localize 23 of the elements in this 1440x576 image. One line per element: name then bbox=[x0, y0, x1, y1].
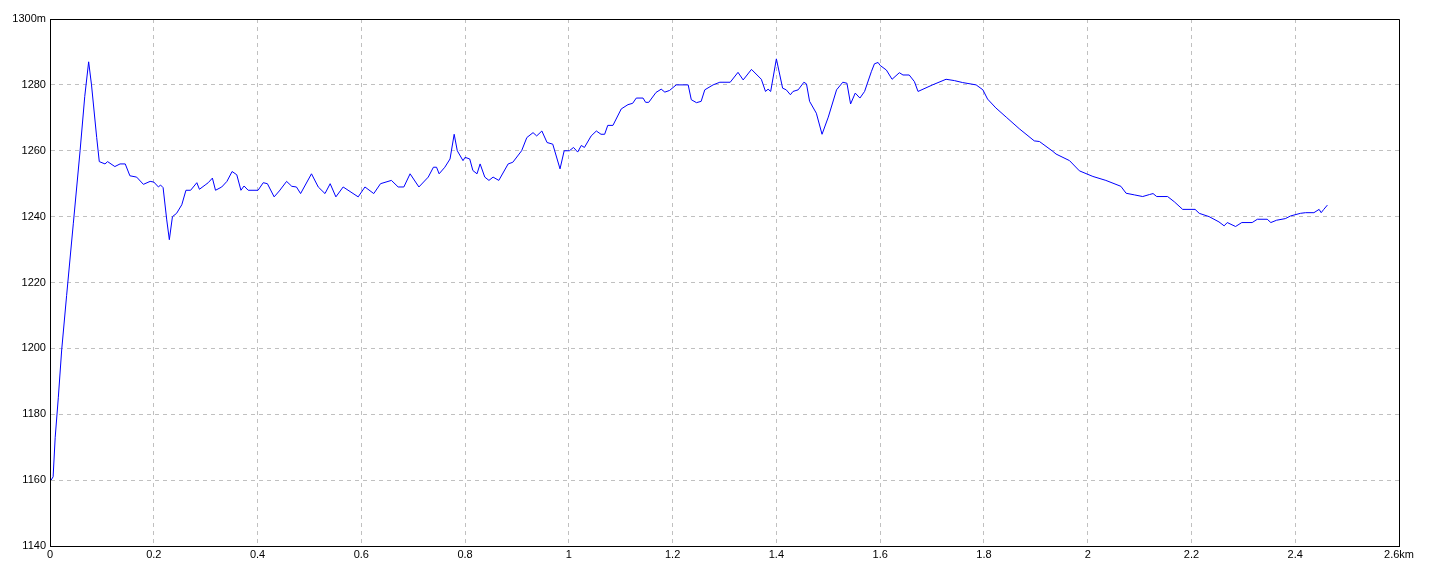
x-tick-label: 1.2 bbox=[664, 547, 681, 560]
x-tick-label: 2 bbox=[1084, 547, 1091, 560]
x-tick-label: 1.8 bbox=[976, 547, 992, 560]
x-tick-label: 2.4 bbox=[1287, 547, 1303, 560]
x-tick-label: 0 bbox=[46, 547, 54, 560]
x-tick-label: 2.6km bbox=[1384, 547, 1414, 560]
x-tick-label: 0.8 bbox=[457, 547, 473, 560]
x-tick-label: 2.2 bbox=[1183, 547, 1200, 560]
y-tick-label: 1280 bbox=[21, 77, 46, 90]
x-tick-label: 1 bbox=[565, 547, 572, 560]
y-tick-label: 1160 bbox=[22, 473, 46, 486]
x-tick-label: 0.4 bbox=[249, 547, 266, 560]
y-tick-label: 1300m bbox=[12, 12, 46, 25]
x-tick-label: 1.6 bbox=[872, 547, 888, 560]
y-tick-label: 1220 bbox=[21, 275, 46, 288]
x-tick-label: 0.2 bbox=[146, 547, 162, 560]
x-tick-label: 0.6 bbox=[353, 547, 369, 560]
x-tick-label: 1.4 bbox=[768, 547, 785, 560]
y-tick-label: 1240 bbox=[21, 209, 46, 222]
y-tick-label: 1260 bbox=[21, 143, 46, 156]
y-tick-label: 1200 bbox=[21, 341, 46, 354]
y-tick-label: 1140 bbox=[22, 539, 46, 552]
y-tick-label: 1180 bbox=[22, 407, 46, 420]
